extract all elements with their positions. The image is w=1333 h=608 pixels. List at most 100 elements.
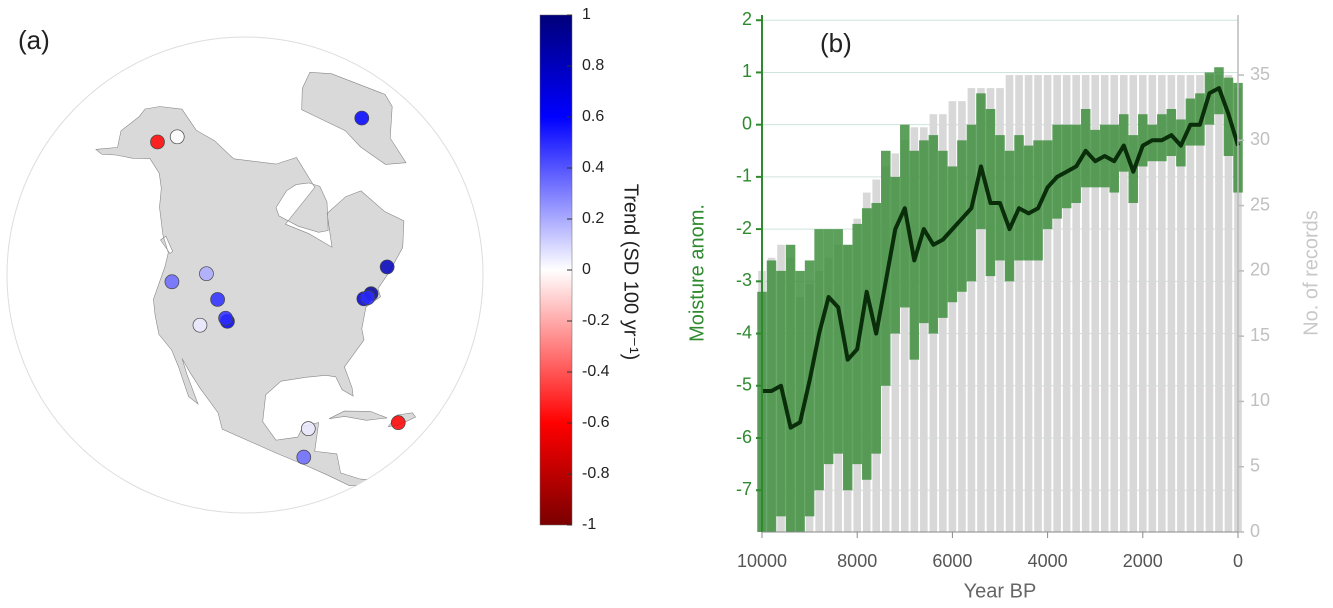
uncertainty-band bbox=[1166, 109, 1177, 156]
record-bar bbox=[1186, 75, 1195, 533]
record-bar bbox=[1177, 75, 1185, 533]
y2-tick-label: 10 bbox=[1250, 390, 1270, 410]
record-bar bbox=[1062, 75, 1071, 533]
record-bar bbox=[1072, 75, 1080, 533]
site-marker bbox=[296, 449, 312, 465]
uncertainty-band bbox=[890, 176, 901, 334]
y2-tick-label: 25 bbox=[1250, 194, 1270, 214]
site-marker bbox=[379, 259, 395, 275]
record-bar bbox=[1110, 75, 1119, 533]
colorbar-tick-label: 1 bbox=[582, 6, 591, 23]
record-bar bbox=[1167, 75, 1176, 533]
colorbar-tick-label: 0.8 bbox=[582, 57, 604, 74]
colorbar-tick-label: 0 bbox=[582, 261, 591, 278]
y-tick-label: -1 bbox=[736, 166, 752, 186]
uncertainty-band bbox=[995, 135, 1005, 261]
y-axis-label: Moisture anom. bbox=[686, 204, 708, 342]
uncertainty-band bbox=[861, 208, 872, 480]
site-marker bbox=[210, 292, 225, 307]
site-marker bbox=[199, 266, 214, 282]
uncertainty-band bbox=[1014, 135, 1024, 261]
y-tick-label: -5 bbox=[736, 375, 752, 395]
uncertainty-band bbox=[1004, 150, 1015, 282]
x-tick-label: 6000 bbox=[932, 551, 972, 571]
record-bar bbox=[900, 140, 909, 533]
colorbar-tick-label: -0.6 bbox=[582, 414, 610, 431]
uncertainty-band bbox=[785, 244, 796, 532]
colorbar-tick-label: 0.6 bbox=[582, 108, 604, 125]
y2-tick-label: 20 bbox=[1250, 260, 1270, 280]
y-tick-label: 0 bbox=[742, 113, 752, 133]
record-bar bbox=[1081, 75, 1090, 533]
uncertainty-band bbox=[1138, 114, 1148, 167]
y-tick-label: -4 bbox=[736, 322, 752, 342]
site-marker bbox=[390, 415, 406, 431]
site-marker bbox=[218, 310, 233, 326]
panel-label: (b) bbox=[820, 28, 852, 58]
record-bar bbox=[1215, 75, 1223, 533]
panel-label: (a) bbox=[18, 25, 50, 55]
uncertainty-band bbox=[1147, 124, 1158, 162]
site-marker bbox=[354, 110, 370, 126]
uncertainty-band bbox=[1061, 124, 1072, 209]
uncertainty-band bbox=[928, 135, 939, 334]
site-marker bbox=[169, 129, 185, 145]
colorbar-tick-label: 0.4 bbox=[582, 159, 604, 176]
x-axis-label: Year BP bbox=[964, 580, 1037, 602]
record-bar bbox=[1100, 75, 1109, 533]
uncertainty-band bbox=[1080, 109, 1091, 188]
colorbar-tick-label: -0.2 bbox=[582, 312, 610, 329]
record-bar bbox=[977, 88, 985, 532]
moisture-line bbox=[762, 86, 1240, 430]
record-bar bbox=[996, 88, 1004, 532]
site-marker bbox=[150, 134, 165, 150]
y-tick-label: -6 bbox=[736, 427, 752, 447]
y2-tick-label: 5 bbox=[1250, 455, 1260, 475]
record-bar bbox=[1053, 75, 1061, 533]
site-marker bbox=[360, 290, 376, 305]
uncertainty-band bbox=[833, 229, 843, 454]
land bbox=[95, 71, 417, 487]
y2-tick-label: 15 bbox=[1250, 325, 1270, 345]
uncertainty-band bbox=[1157, 114, 1167, 162]
uncertainty-band bbox=[938, 150, 948, 318]
site-marker bbox=[300, 421, 316, 437]
record-bar bbox=[1091, 75, 1100, 533]
x-tick-label: 0 bbox=[1233, 551, 1243, 571]
colorbar-tick-label: 0.2 bbox=[582, 210, 604, 227]
uncertainty-band bbox=[795, 270, 805, 532]
y-tick-label: -7 bbox=[736, 479, 752, 499]
record-bar bbox=[1119, 75, 1128, 533]
record-bar bbox=[1024, 75, 1033, 533]
record-bar bbox=[948, 101, 957, 533]
y2-tick-label: 35 bbox=[1250, 64, 1270, 84]
uncertainty-band bbox=[842, 244, 853, 491]
x-tick-label: 10000 bbox=[737, 551, 787, 571]
y-tick-label: -2 bbox=[736, 218, 752, 238]
uncertainty-band bbox=[985, 109, 996, 277]
record-bar bbox=[958, 101, 966, 533]
uncertainty-band bbox=[1185, 98, 1196, 146]
uncertainty-band bbox=[814, 229, 824, 491]
uncertainty-band bbox=[947, 166, 958, 303]
record-bar bbox=[1129, 75, 1138, 533]
colorbar-tick-label: -0.8 bbox=[582, 465, 610, 482]
uncertainty-band bbox=[976, 93, 986, 230]
uncertainty-band bbox=[1033, 140, 1043, 261]
record-bar bbox=[1148, 75, 1157, 533]
uncertainty-band bbox=[823, 229, 834, 465]
colorbar-label: Trend (SD 100 yr⁻¹) bbox=[620, 184, 642, 361]
landmass bbox=[95, 71, 417, 487]
uncertainty-band bbox=[1023, 145, 1034, 261]
y2-tick-label: 0 bbox=[1250, 521, 1260, 541]
uncertainty-band bbox=[1052, 124, 1062, 219]
y-tick-label: -3 bbox=[736, 270, 752, 290]
record-bar bbox=[920, 127, 928, 533]
colorbar-tick-label: -1 bbox=[582, 516, 596, 533]
record-bar bbox=[1034, 75, 1042, 533]
record-bar bbox=[1205, 75, 1214, 533]
record-bar bbox=[986, 88, 995, 532]
y-tick-label: 1 bbox=[742, 61, 752, 81]
record-bar bbox=[1158, 75, 1166, 533]
